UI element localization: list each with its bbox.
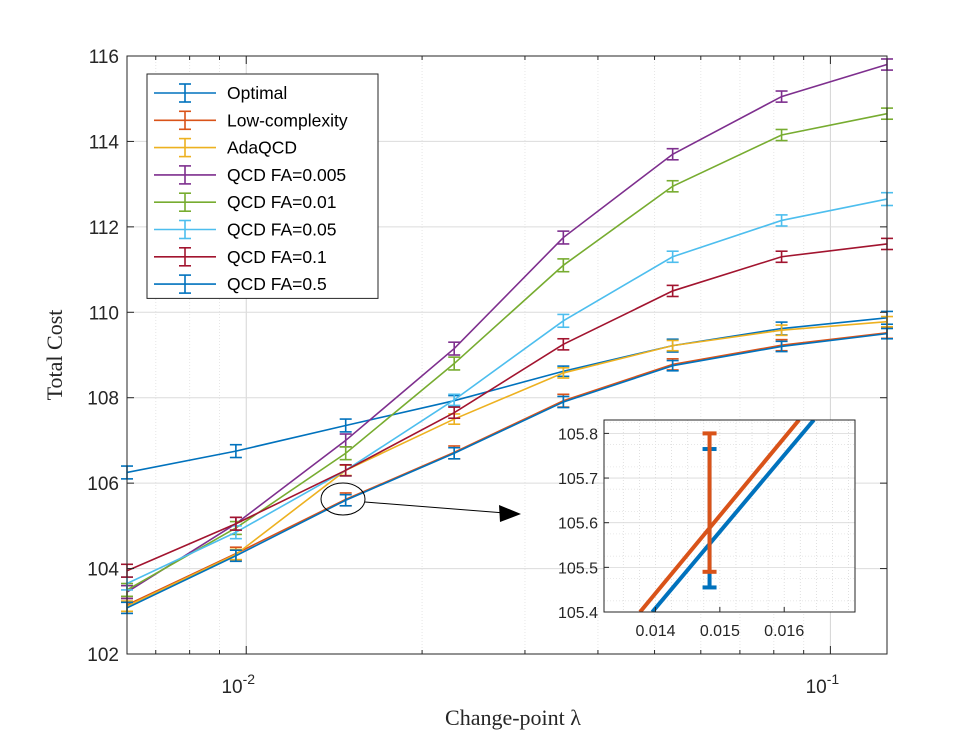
x-tick-label: 10-1 bbox=[806, 671, 840, 698]
inset-x-tick-label: 0.016 bbox=[764, 623, 804, 640]
error-bar bbox=[557, 313, 570, 329]
zoom-arrow-head bbox=[499, 505, 521, 522]
y-tick-label: 114 bbox=[89, 132, 120, 153]
inset-y-tick-label: 105.6 bbox=[558, 516, 598, 533]
error-bar bbox=[557, 367, 570, 379]
legend-label: QCD FA=0.005 bbox=[227, 165, 346, 185]
series-line bbox=[126, 198, 888, 585]
series-line bbox=[126, 332, 888, 609]
inset-y-tick-label: 105.7 bbox=[558, 471, 598, 488]
error-bar bbox=[775, 324, 788, 337]
error-bar bbox=[557, 337, 570, 351]
inset-zoom-chart: 105.4 105.5 105.6 105.7 105.8 0.014 0.015 0.016 bbox=[558, 419, 856, 640]
legend-label: QCD FA=0.1 bbox=[227, 247, 327, 267]
error-bar bbox=[229, 549, 242, 563]
axes: 102 104 106 108 110 112 114 116 10-2 10-1 bbox=[87, 47, 887, 698]
series-line bbox=[126, 320, 888, 607]
error-bar bbox=[666, 359, 679, 372]
inset-y-tick-label: 105.5 bbox=[558, 560, 598, 577]
error-bar bbox=[229, 516, 242, 531]
legend: Optimal Low-complexity AdaQCD QCD FA=0.005 Q… bbox=[146, 73, 379, 299]
inset-data bbox=[638, 420, 816, 612]
inset-y-tick-label: 105.8 bbox=[558, 426, 598, 443]
legend-label: AdaQCD bbox=[227, 138, 297, 158]
error-bar bbox=[666, 250, 679, 264]
legend-entry: QCD FA=0.1 bbox=[154, 247, 327, 267]
legend-entry: QCD FA=0.5 bbox=[154, 274, 327, 294]
x-axis-label: Change-point λ bbox=[445, 705, 581, 730]
legend-entry: Optimal bbox=[154, 83, 287, 103]
legend-label: QCD FA=0.01 bbox=[227, 192, 336, 212]
error-bar bbox=[339, 418, 352, 433]
legend-label: QCD FA=0.05 bbox=[227, 220, 336, 240]
error-bar bbox=[448, 341, 461, 356]
y-tick-label: 102 bbox=[87, 645, 119, 666]
error-bar bbox=[229, 443, 242, 459]
inset-series-line bbox=[638, 420, 801, 612]
error-bar bbox=[339, 446, 352, 461]
error-bar bbox=[448, 406, 461, 420]
zoom-annotation bbox=[320, 482, 521, 522]
error-bar bbox=[775, 90, 788, 103]
error-bar bbox=[557, 395, 570, 409]
y-tick-label: 108 bbox=[87, 389, 119, 410]
y-tick-label: 106 bbox=[87, 474, 119, 495]
legend-entry: QCD FA=0.005 bbox=[154, 165, 346, 185]
x-tick-label: 10-2 bbox=[221, 671, 255, 698]
series-line bbox=[126, 317, 888, 474]
y-tick-label: 112 bbox=[89, 218, 119, 239]
legend-label: QCD FA=0.5 bbox=[227, 274, 327, 294]
zoom-arrow-line bbox=[364, 501, 506, 514]
y-tick-label: 110 bbox=[89, 303, 119, 324]
series-line bbox=[126, 63, 888, 593]
error-bar bbox=[339, 463, 352, 477]
error-bar bbox=[448, 393, 461, 407]
error-bar bbox=[557, 230, 570, 245]
y-tick-label: 104 bbox=[87, 560, 119, 581]
inset-background bbox=[604, 420, 855, 612]
legend-label: Optimal bbox=[227, 83, 287, 103]
error-bar bbox=[666, 179, 679, 193]
error-bar bbox=[775, 340, 788, 353]
error-bar bbox=[775, 128, 788, 142]
inset-y-tick-label: 105.4 bbox=[558, 605, 598, 622]
series-line bbox=[126, 243, 888, 572]
inset-x-tick-label: 0.014 bbox=[635, 623, 675, 640]
error-bar bbox=[666, 339, 679, 352]
inset-error-bar bbox=[702, 431, 717, 574]
legend-entry: QCD FA=0.01 bbox=[154, 192, 336, 212]
error-bar bbox=[775, 250, 788, 264]
inset-series-line bbox=[650, 420, 816, 612]
error-bar bbox=[666, 147, 679, 161]
error-bar bbox=[448, 356, 461, 371]
series-line bbox=[126, 331, 888, 606]
legend-entry: QCD FA=0.05 bbox=[154, 220, 336, 240]
legend-label: Low-complexity bbox=[227, 110, 348, 130]
series-layer bbox=[121, 58, 893, 615]
inset-x-tick-label: 0.015 bbox=[700, 623, 740, 640]
plot-frame bbox=[126, 55, 888, 655]
error-bar bbox=[448, 446, 461, 460]
legend-entry: Low-complexity bbox=[154, 110, 348, 130]
error-bar bbox=[557, 258, 570, 273]
error-bar bbox=[775, 214, 788, 227]
zoom-ellipse bbox=[320, 482, 366, 516]
y-axis-label: Total Cost bbox=[42, 310, 67, 401]
error-bar bbox=[666, 284, 679, 298]
inset-frame bbox=[603, 419, 856, 613]
y-tick-label: 116 bbox=[89, 47, 119, 68]
legend-entry: AdaQCD bbox=[154, 138, 297, 158]
error-bar bbox=[339, 493, 352, 507]
